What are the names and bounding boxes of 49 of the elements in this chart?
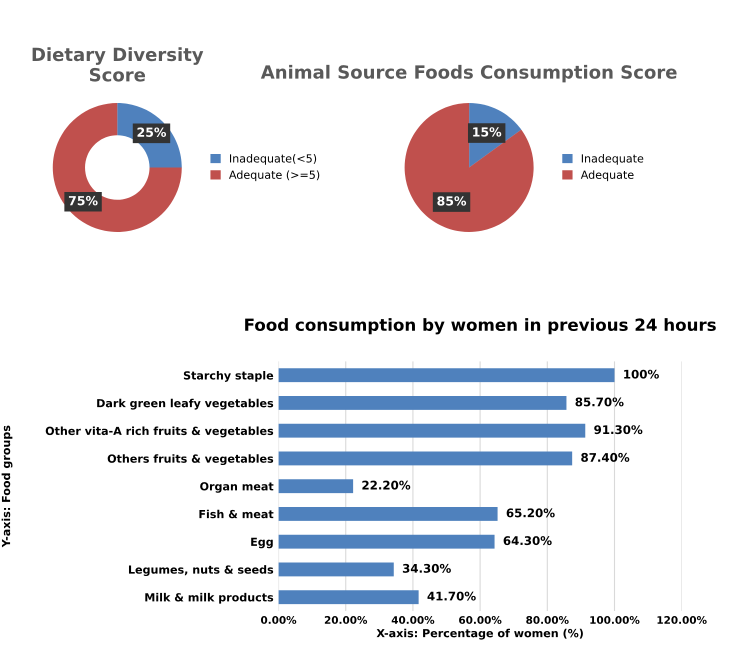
x-tick-label: 40.00% <box>392 616 434 624</box>
x-tick-label: 80.00% <box>526 616 569 624</box>
data-label: 34.30% <box>402 564 451 573</box>
legend-label: Adequate (>=5) <box>229 170 320 182</box>
y-tick-label: Egg <box>251 538 273 548</box>
legend-label: Inadequate(<5) <box>230 154 316 165</box>
x-tick-label: 20.00% <box>324 616 368 624</box>
bar <box>278 534 495 549</box>
x-tick-label: 100.00% <box>590 616 640 624</box>
data-label: 85.70% <box>576 397 624 406</box>
legend-label: Adequate <box>580 170 634 182</box>
data-label: 75% <box>68 196 98 206</box>
legend-label: Inadequate <box>582 154 644 165</box>
y-tick-label: Fish & meat <box>199 510 274 518</box>
x-axis-title: X-axis: Percentage of women (%) <box>376 628 583 640</box>
y-tick-label: Others fruits & vegetables <box>108 454 274 466</box>
pie-slice <box>404 103 534 232</box>
bar <box>278 424 586 438</box>
x-tick-label: 0.00% <box>260 616 296 624</box>
y-tick-label: Milk & milk products <box>145 592 274 604</box>
y-tick-label: Dark green leafy vegetables <box>97 398 274 410</box>
data-label: 41.70% <box>428 592 476 601</box>
bar <box>278 562 394 576</box>
x-tick-label: 120.00% <box>658 616 707 624</box>
y-tick-label: Organ meat <box>200 482 274 493</box>
data-label: 65.20% <box>506 508 555 518</box>
y-tick-label: Other vita-A rich fruits & vegetables <box>46 426 274 438</box>
chart-title: Food consumption by women in previous 24 hours <box>245 318 716 334</box>
data-label: 85% <box>437 196 466 206</box>
y-axis-title: Y-axis: Food groups <box>2 426 12 548</box>
data-label: 22.20% <box>362 480 410 490</box>
chart-title: Dietary Diversity Score <box>32 47 204 82</box>
bar <box>278 479 354 494</box>
x-tick-label: 60.00% <box>459 616 502 624</box>
bar <box>278 396 566 410</box>
y-tick-label: Starchy staple <box>184 371 274 382</box>
data-label: 91.30% <box>594 425 642 434</box>
data-label: 87.40% <box>581 452 630 462</box>
data-label: 25% <box>138 128 166 137</box>
data-label: 100% <box>624 370 659 379</box>
donut-slice <box>52 103 182 232</box>
data-label: 64.30% <box>504 536 552 546</box>
bar <box>278 506 498 521</box>
bar <box>278 590 419 604</box>
data-label: 15% <box>473 127 502 137</box>
chart-title: Animal Source Foods Consumption Score <box>260 64 677 82</box>
y-tick-label: Legumes, nuts & seeds <box>128 565 274 576</box>
bar <box>278 452 572 466</box>
bar <box>278 368 614 382</box>
